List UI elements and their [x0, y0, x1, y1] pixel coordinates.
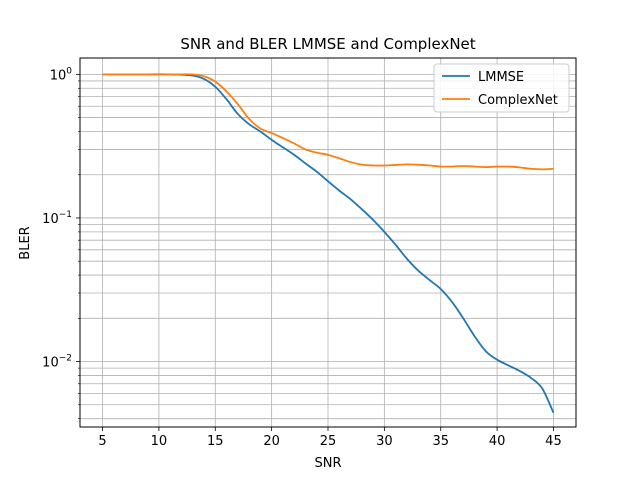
- x-tick-label: 40: [489, 434, 506, 449]
- legend-label-complexnet: ComplexNet: [478, 93, 558, 108]
- series-line-lmmse: [102, 73, 555, 414]
- series-line-complexnet: [102, 73, 554, 171]
- y-tick-exponent: −2: [59, 354, 72, 364]
- x-tick-label: 10: [151, 434, 168, 449]
- x-tick-label: 30: [376, 434, 393, 449]
- y-tick-label: 100: [50, 66, 73, 83]
- x-axis-ticks: 5 10 15 20 25 30 35 40 45: [98, 427, 562, 449]
- series-lines: [102, 73, 555, 414]
- x-tick-label: 35: [432, 434, 449, 449]
- x-tick-label: 25: [320, 434, 337, 449]
- y-axis-label: BLER: [18, 226, 33, 259]
- x-tick-label: 15: [207, 434, 224, 449]
- y-tick-exponent: 0: [66, 66, 72, 76]
- y-tick-label: 10−2: [42, 354, 72, 371]
- y-tick-base: 10: [42, 212, 59, 227]
- x-tick-label: 5: [98, 434, 106, 449]
- y-tick-base: 10: [50, 68, 67, 83]
- grid: [80, 58, 576, 427]
- chart-title: SNR and BLER LMMSE and ComplexNet: [180, 35, 475, 53]
- y-tick-label: 10−1: [42, 210, 72, 227]
- legend: LMMSE ComplexNet: [433, 63, 570, 113]
- y-tick-exponent: −1: [59, 210, 72, 220]
- x-tick-label: 20: [263, 434, 280, 449]
- x-axis-label: SNR: [314, 456, 341, 471]
- legend-label-lmmse: LMMSE: [478, 70, 524, 85]
- x-tick-label: 45: [545, 434, 562, 449]
- y-tick-base: 10: [42, 356, 59, 371]
